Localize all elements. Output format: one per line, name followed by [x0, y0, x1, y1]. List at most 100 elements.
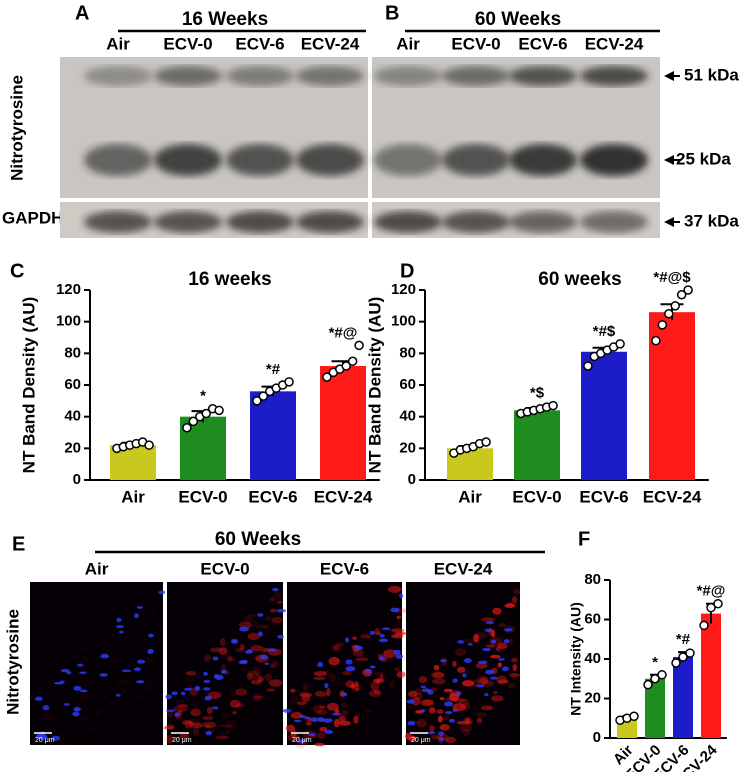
tissue — [271, 616, 283, 624]
tissue — [305, 721, 312, 726]
tissue — [239, 643, 245, 652]
tissue — [452, 660, 457, 667]
tissue — [314, 690, 327, 697]
tissue — [262, 624, 268, 630]
tissue — [190, 708, 201, 717]
tissue — [152, 673, 165, 680]
tissue — [232, 711, 237, 715]
nucleus — [147, 648, 154, 654]
tissue — [475, 712, 488, 717]
tissue — [206, 706, 213, 714]
blot-band — [509, 144, 577, 176]
blot-band — [509, 66, 577, 86]
tissue — [418, 676, 428, 684]
nucleus — [484, 628, 493, 632]
nucleus — [60, 668, 70, 673]
nucleus — [308, 733, 316, 737]
x-tick-label: ECV-6 — [579, 487, 628, 506]
tissue — [383, 650, 391, 656]
tissue — [137, 642, 145, 647]
tissue — [92, 708, 103, 717]
x-tick-label: ECV-24 — [314, 487, 373, 506]
nucleus — [79, 689, 88, 693]
tissue — [250, 679, 262, 685]
nucleus — [443, 701, 454, 707]
tissue — [185, 671, 197, 676]
nucleus — [136, 606, 144, 609]
tissue — [332, 644, 341, 651]
tissue — [465, 718, 473, 726]
nucleus — [407, 720, 416, 726]
y-axis-label: NT Band Density (AU) — [19, 297, 38, 474]
data-point — [347, 356, 358, 366]
data-point — [354, 340, 364, 351]
tissue — [420, 699, 434, 707]
tissue — [364, 709, 374, 714]
charts: C 16 weeks NT Band Density (AU) 0 20 40 60 80 10… — [10, 260, 727, 772]
nucleus — [467, 643, 473, 646]
tissue — [57, 721, 64, 725]
tissue — [373, 689, 381, 695]
tissue — [374, 627, 380, 636]
tissue — [181, 720, 194, 725]
nucleus — [395, 654, 404, 659]
data-point — [657, 320, 668, 330]
y-tick-label: 80 — [399, 344, 416, 361]
data-point — [685, 648, 695, 658]
tissue — [326, 688, 331, 697]
tissue — [151, 681, 155, 686]
row-label: GAPDH — [2, 208, 63, 227]
chart-title: 16 weeks — [188, 269, 271, 290]
nucleus — [77, 663, 84, 667]
annotation: *#@$ — [653, 269, 691, 286]
tissue — [153, 616, 161, 622]
nucleus — [34, 696, 43, 701]
tissue — [312, 704, 324, 714]
tissue — [319, 705, 326, 709]
scale-label: 20 μm — [411, 737, 431, 744]
tissue — [301, 693, 311, 703]
tissue — [383, 649, 397, 658]
tissue — [166, 734, 174, 744]
nucleus — [448, 718, 456, 723]
tissue — [436, 709, 444, 714]
nucleus — [345, 659, 353, 665]
blot-band — [374, 211, 442, 233]
tissue — [443, 714, 450, 721]
blot-band — [84, 66, 152, 86]
tissue — [313, 676, 326, 681]
tissue — [105, 721, 112, 726]
tissue — [338, 716, 347, 723]
nucleus — [452, 709, 459, 712]
tissue — [218, 647, 228, 655]
tissue — [110, 633, 115, 638]
nucleus — [345, 666, 356, 672]
tissue — [333, 718, 340, 728]
nucleus — [317, 717, 325, 722]
panel-label: D — [400, 260, 414, 282]
tissue — [245, 619, 258, 628]
tissue — [462, 680, 474, 687]
nucleus — [134, 667, 141, 672]
data-point — [201, 408, 211, 419]
tissue — [248, 670, 259, 679]
nucleus — [121, 669, 132, 673]
tissue — [79, 693, 91, 702]
y-tick-label: 40 — [399, 408, 416, 425]
annotation: *#$ — [593, 323, 616, 340]
y-tick-label: 80 — [64, 344, 81, 361]
nucleus — [115, 625, 125, 629]
tissue — [337, 678, 341, 687]
tissue — [314, 742, 326, 747]
tissue — [256, 669, 262, 677]
tissue — [480, 705, 494, 711]
tissue — [512, 664, 518, 672]
tissue — [127, 614, 135, 619]
tissue — [173, 705, 188, 713]
blot-band — [84, 144, 152, 176]
nucleus — [220, 669, 228, 674]
nucleus — [301, 739, 307, 742]
tissue — [461, 728, 471, 737]
tissue — [33, 712, 42, 718]
lane-label: ECV-24 — [585, 34, 644, 53]
